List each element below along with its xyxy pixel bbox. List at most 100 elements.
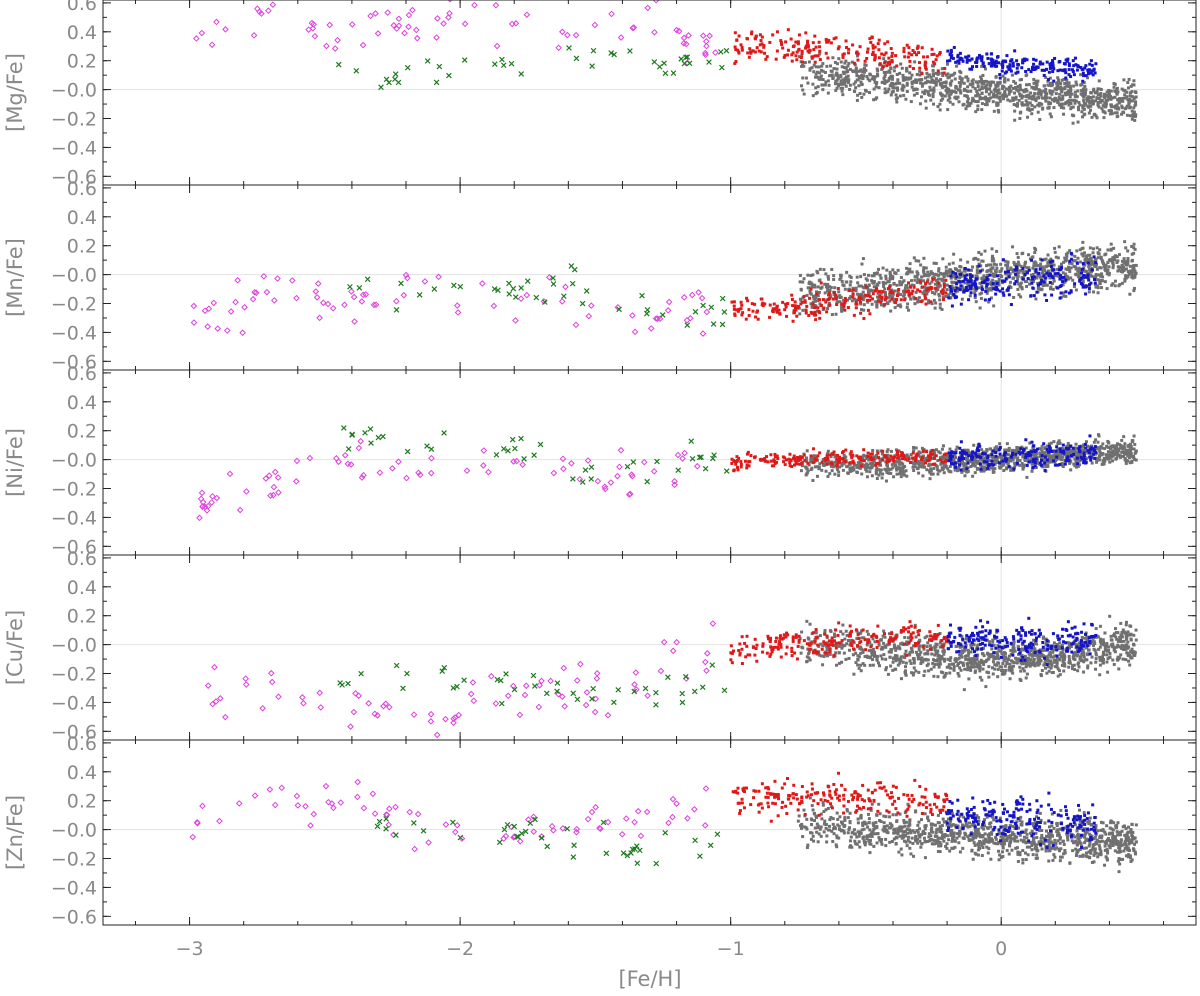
point-gray <box>890 76 894 80</box>
point-gray <box>962 448 966 452</box>
point-red <box>798 455 802 459</box>
point-gray <box>835 300 839 304</box>
point-gray <box>1074 288 1078 292</box>
point-blue <box>989 52 993 56</box>
point-gray <box>833 455 837 459</box>
point-gray <box>870 77 874 81</box>
point-gray <box>902 473 906 477</box>
point-gray <box>1067 265 1071 269</box>
point-gray <box>927 301 931 305</box>
point-red <box>862 448 866 452</box>
point-gray <box>1009 267 1013 271</box>
point-red <box>931 277 935 281</box>
point-blue <box>985 282 989 286</box>
point-gray <box>882 282 886 286</box>
point-red <box>825 40 829 44</box>
point-gray <box>1032 95 1036 99</box>
point-blue <box>1013 49 1017 53</box>
point-gray <box>859 68 863 72</box>
point-red <box>924 66 928 70</box>
point-gray <box>995 458 999 462</box>
point-gray <box>894 97 898 101</box>
point-gray <box>1029 278 1033 282</box>
point-gray <box>813 460 817 464</box>
point-red <box>908 285 912 289</box>
point-gray <box>991 100 995 104</box>
point-gray <box>929 88 933 92</box>
point-blue <box>1072 64 1076 68</box>
point-red <box>918 280 922 284</box>
point-gray <box>876 468 880 472</box>
point-red <box>772 302 776 306</box>
point-gray <box>878 459 882 463</box>
point-gray <box>1030 457 1034 461</box>
point-blue <box>1048 281 1052 285</box>
point-red <box>857 298 861 302</box>
point-blue <box>1066 455 1070 459</box>
point-blue <box>1093 456 1097 460</box>
point-red <box>735 465 739 469</box>
point-gray <box>1092 290 1096 294</box>
point-gray <box>1115 90 1119 94</box>
point-gray <box>1133 442 1137 446</box>
point-gray <box>1034 79 1038 83</box>
point-gray <box>960 297 964 301</box>
point-gray <box>1068 95 1072 99</box>
point-gray <box>1075 95 1079 99</box>
point-red <box>865 298 869 302</box>
point-diamond <box>405 23 412 31</box>
point-blue <box>979 269 983 273</box>
point-gray <box>1064 294 1068 298</box>
point-gray <box>845 69 849 73</box>
point-gray <box>1063 280 1067 284</box>
point-gray <box>882 284 886 288</box>
point-gray <box>941 97 945 101</box>
point-diamond <box>712 49 719 56</box>
point-gray <box>991 467 995 471</box>
point-blue <box>1067 68 1071 72</box>
point-gray <box>874 468 878 472</box>
point-blue <box>1086 72 1090 76</box>
point-gray <box>883 72 887 76</box>
point-gray <box>1132 289 1136 293</box>
point-gray <box>978 80 982 84</box>
point-gray <box>1025 284 1029 288</box>
point-cross <box>378 84 384 91</box>
point-gray <box>864 89 868 93</box>
point-gray <box>1001 97 1005 101</box>
point-gray <box>934 261 938 265</box>
point-gray <box>1126 259 1130 263</box>
point-gray <box>830 73 834 77</box>
point-red <box>844 448 848 452</box>
point-red <box>825 310 829 314</box>
point-gray <box>1046 253 1050 257</box>
point-gray <box>895 468 899 472</box>
point-gray <box>1003 80 1007 84</box>
point-gray <box>1013 455 1017 459</box>
point-gray <box>1065 78 1069 82</box>
point-red <box>931 60 935 64</box>
point-gray <box>824 469 828 473</box>
point-gray <box>1046 106 1050 110</box>
point-diamond <box>329 304 337 312</box>
point-gray <box>1051 89 1055 93</box>
point-gray <box>1097 273 1101 277</box>
point-gray <box>991 274 995 278</box>
point-blue <box>960 453 964 457</box>
point-red <box>793 457 797 461</box>
point-red <box>911 456 915 460</box>
point-red <box>816 306 820 310</box>
point-blue <box>977 442 981 446</box>
point-gray <box>872 274 876 278</box>
point-gray <box>1032 264 1036 268</box>
point-diamond <box>324 300 332 308</box>
point-gray <box>944 85 948 89</box>
point-gray <box>1070 98 1074 102</box>
point-gray <box>1020 96 1024 100</box>
point-gray <box>1045 283 1049 287</box>
point-gray <box>819 74 823 78</box>
point-gray <box>1123 267 1127 271</box>
point-gray <box>1016 84 1020 88</box>
point-gray <box>798 273 802 277</box>
point-gray <box>936 104 940 108</box>
